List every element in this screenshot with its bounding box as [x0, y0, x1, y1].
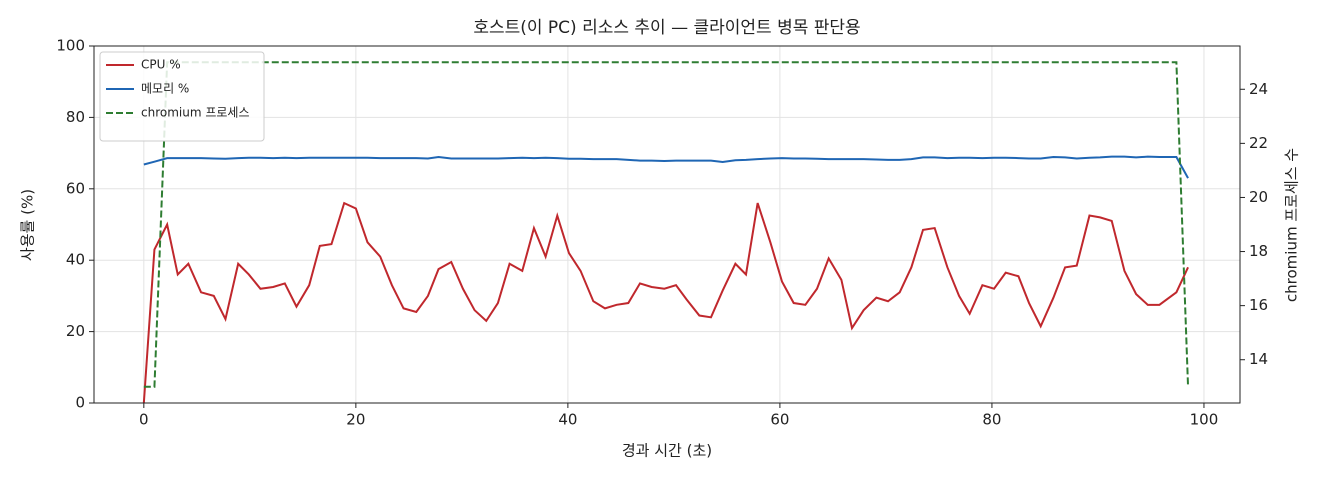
legend-label: chromium 프로세스 — [141, 106, 250, 120]
y-tick-label: 60 — [66, 179, 85, 197]
y2-tick-label: 22 — [1249, 134, 1268, 152]
series-line — [143, 155, 1189, 179]
x-axis-label: 경과 시간 (초) — [622, 442, 712, 460]
chart-title: 호스트(이 PC) 리소스 추이 — 클라이언트 병목 판단용 — [473, 18, 860, 38]
y-tick-label: 80 — [66, 108, 85, 126]
y-tick-label: 20 — [66, 322, 85, 340]
series-line — [143, 61, 1190, 388]
legend-label: 메모리 % — [141, 82, 189, 96]
y2-tick-label: 16 — [1249, 296, 1268, 314]
y2-tick-label: 18 — [1249, 242, 1268, 260]
y2-tick-label: 24 — [1249, 80, 1268, 98]
plot-frame — [93, 45, 1241, 404]
y2-tick-label: 14 — [1249, 350, 1268, 368]
y-tick-label: 40 — [66, 251, 85, 269]
legend-label: CPU % — [141, 58, 181, 72]
x-tick-label: 80 — [982, 411, 1001, 429]
legend-box — [99, 51, 265, 142]
x-tick-label: 0 — [139, 411, 149, 429]
x-tick-label: 100 — [1190, 411, 1219, 429]
y2-axis-label: chromium 프로세스 수 — [1283, 148, 1301, 302]
y-tick-label: 0 — [75, 394, 85, 412]
y2-tick-label: 20 — [1249, 188, 1268, 206]
y-tick-label: 100 — [56, 37, 85, 55]
x-tick-label: 60 — [770, 411, 789, 429]
y-axis-label: 사용률 (%) — [19, 189, 37, 261]
x-tick-label: 20 — [346, 411, 365, 429]
x-tick-label: 40 — [558, 411, 577, 429]
series-line — [142, 201, 1189, 404]
